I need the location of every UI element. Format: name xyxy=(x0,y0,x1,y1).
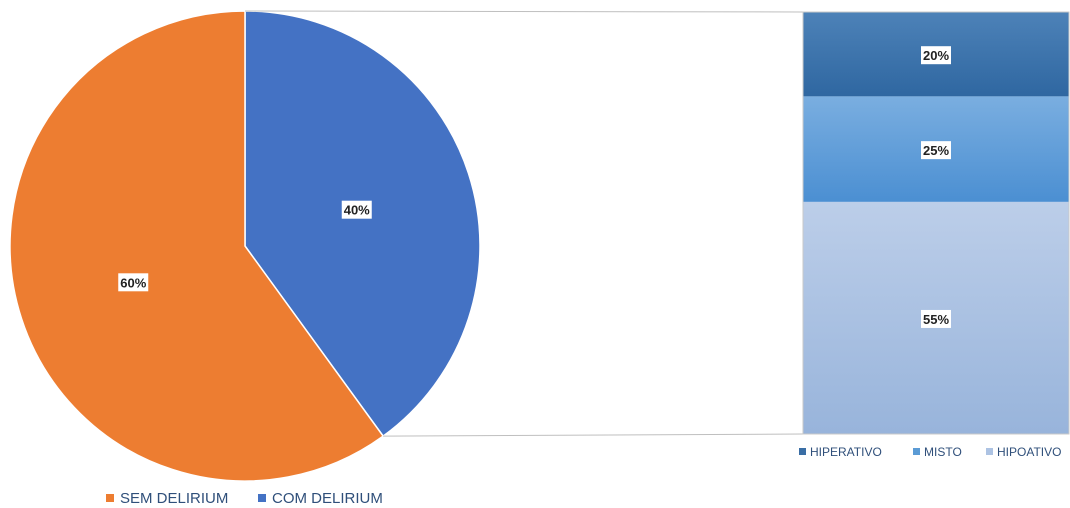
bar-legend-hipoativo: HIPOATIVO xyxy=(986,445,1061,459)
pie-chart: 40% 60% xyxy=(9,10,481,482)
bar-label-hipoativo-bg xyxy=(921,309,951,328)
bar-label-hiperativo: 20% xyxy=(921,46,951,65)
pie-label-sem-delirium: 60% xyxy=(118,273,149,292)
bar-label-hiperativo-bg xyxy=(921,46,951,65)
bar-label-hipoativo-text: 55% xyxy=(923,312,949,327)
pie-legend-com-delirium-swatch xyxy=(258,494,266,502)
bar-legend-hiperativo-swatch xyxy=(799,448,806,455)
pie-legend-sem-delirium-swatch xyxy=(106,494,114,502)
connector-lines xyxy=(244,10,804,437)
pie-legend-sem-delirium-label: SEM DELIRIUM xyxy=(120,490,228,507)
bar-legend: HIPERATIVO MISTO HIPOATIVO xyxy=(799,445,1061,459)
pie-legend: SEM DELIRIUM COM DELIRIUM xyxy=(106,490,383,507)
bar-legend-misto-label: MISTO xyxy=(924,445,962,459)
bar-label-misto-bg xyxy=(921,141,951,160)
bar-legend-hiperativo-label: HIPERATIVO xyxy=(810,445,882,459)
pie-slice-sem-delirium xyxy=(9,10,385,482)
bar-label-misto-text: 25% xyxy=(923,143,949,158)
pie-legend-com-delirium: COM DELIRIUM xyxy=(258,490,383,507)
pie-label-sem-delirium-text: 60% xyxy=(120,275,146,290)
pie-label-com-delirium-text: 40% xyxy=(344,203,370,218)
pie-label-sem-delirium-bg xyxy=(118,273,149,292)
stacked-bar-chart: 20% 25% 55% xyxy=(802,11,1070,435)
bar-legend-hipoativo-label: HIPOATIVO xyxy=(997,445,1061,459)
connector-line-bottom xyxy=(383,433,804,437)
bar-label-hiperativo-text: 20% xyxy=(923,48,949,63)
connector-line-top xyxy=(244,10,804,13)
pie-slice-com-delirium xyxy=(244,10,481,438)
bar-label-hipoativo: 55% xyxy=(921,309,951,328)
pie-legend-com-delirium-label: COM DELIRIUM xyxy=(272,490,383,507)
bar-outline xyxy=(802,11,1070,435)
bar-legend-misto: MISTO xyxy=(913,445,962,459)
bar-legend-hipoativo-swatch xyxy=(986,448,993,455)
pie-legend-sem-delirium: SEM DELIRIUM xyxy=(106,490,228,507)
bar-label-misto: 25% xyxy=(921,141,951,160)
bar-legend-misto-swatch xyxy=(913,448,920,455)
pie-label-com-delirium-bg xyxy=(341,200,372,219)
pie-label-com-delirium: 40% xyxy=(341,200,372,219)
bar-legend-hiperativo: HIPERATIVO xyxy=(799,445,882,459)
